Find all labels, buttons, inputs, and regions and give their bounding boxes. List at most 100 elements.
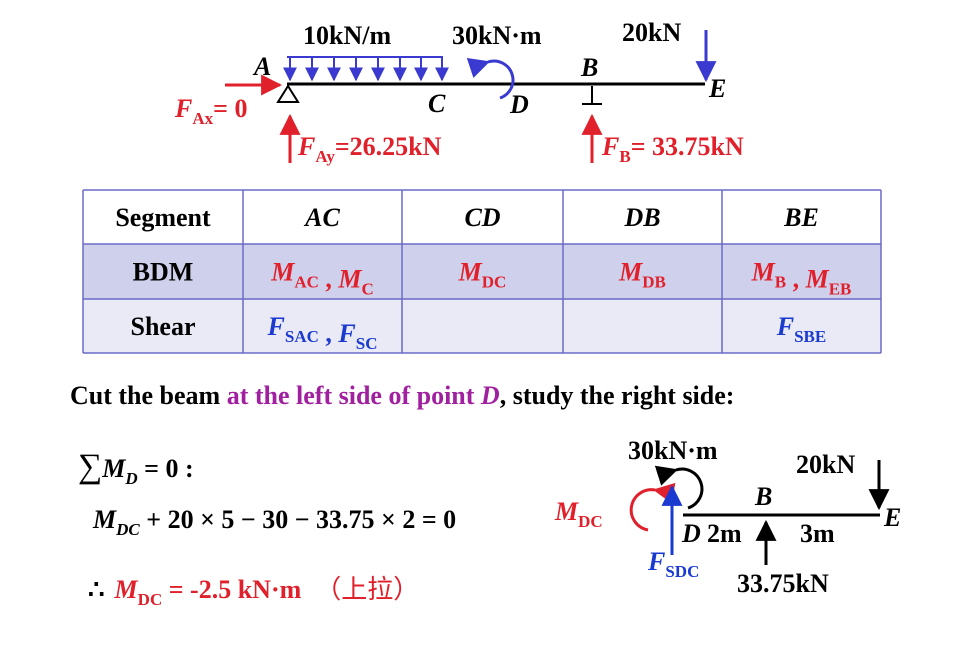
- symbol: M: [270, 258, 295, 287]
- subscript: SBE: [794, 327, 826, 346]
- moment-arc: [654, 465, 704, 510]
- therefore: ∴: [88, 575, 105, 604]
- subscript: B: [619, 147, 630, 166]
- value: = 33.75kN: [631, 132, 744, 161]
- symbol: F: [337, 319, 355, 348]
- point-label: B: [580, 53, 598, 82]
- support-b: [582, 86, 602, 105]
- distributed-load: [283, 56, 449, 82]
- shear-label: FSDC: [647, 547, 699, 581]
- moment-label: MDC: [554, 497, 603, 531]
- point-label: D: [509, 90, 529, 119]
- subscript: DC: [482, 273, 507, 292]
- subscript: EB: [829, 280, 852, 299]
- table-cell: MB , MEB: [751, 258, 852, 299]
- subscript: D: [124, 469, 137, 488]
- equation: ∴ MDC = -2.5 kN·m （上拉）: [88, 575, 419, 609]
- subscript: SDC: [665, 562, 699, 581]
- length-label: 2m: [707, 519, 742, 548]
- symbol: M: [554, 497, 579, 526]
- table-header: Segment: [115, 203, 211, 232]
- symbol: M: [458, 258, 483, 287]
- point-label: E: [708, 74, 726, 103]
- symbol: F: [647, 547, 665, 576]
- mdc-arc: [629, 482, 676, 532]
- subscript: DC: [115, 520, 140, 539]
- sigma: ∑: [78, 448, 102, 485]
- note: （上拉）: [315, 575, 419, 605]
- subscript: B: [775, 273, 786, 292]
- row-label: Shear: [131, 312, 196, 341]
- statement: Cut the beam at the left side of point D…: [70, 381, 734, 410]
- table-cell: MDC: [458, 258, 507, 292]
- table-cell: MDB: [618, 258, 666, 292]
- text: = -2.5 kN·m: [162, 575, 301, 604]
- subscript: SC: [356, 334, 378, 353]
- value: = 0: [213, 94, 247, 123]
- table-row: [83, 190, 881, 244]
- symbol: M: [92, 505, 117, 534]
- separator: ,: [319, 265, 339, 294]
- table-row: [83, 244, 881, 299]
- subscript: C: [362, 280, 374, 299]
- subscript: DC: [578, 512, 603, 531]
- separator: ,: [786, 265, 806, 294]
- text: = 0 :: [138, 454, 194, 483]
- table-row: [83, 299, 881, 353]
- text: , study the right side:: [500, 381, 735, 410]
- table-header: DB: [623, 203, 660, 232]
- load-label: 20kN: [622, 18, 681, 47]
- load-label: 30kN·m: [628, 436, 718, 465]
- reaction-label: FB= 33.75kN: [601, 132, 744, 166]
- symbol: M: [751, 258, 776, 287]
- symbol: F: [297, 132, 315, 161]
- equation: ∑MD = 0 :: [78, 448, 194, 488]
- separator: ,: [319, 319, 339, 348]
- equations: ∑MD = 0 : MDC + 20 × 5 − 30 − 33.75 × 2 …: [78, 448, 456, 609]
- right-diagram: 30kN·m 20kN B E D 2m 3m 33.75kN MDC FSDC: [554, 436, 901, 598]
- symbol: M: [101, 454, 126, 483]
- point-label: C: [428, 89, 446, 118]
- table-header: BE: [783, 203, 819, 232]
- moment-arc: [466, 57, 515, 100]
- subscript: DB: [642, 273, 666, 292]
- length-label: 3m: [800, 519, 835, 548]
- point-label: A: [252, 52, 271, 81]
- symbol: M: [114, 575, 139, 604]
- subscript: DC: [138, 590, 163, 609]
- highlight: at the left side of point: [227, 381, 481, 410]
- symbol: M: [618, 258, 643, 287]
- equation: MDC + 20 × 5 − 30 − 33.75 × 2 = 0: [92, 505, 456, 539]
- text: Cut the beam: [70, 381, 227, 410]
- symbol: F: [776, 312, 794, 341]
- symbol: M: [805, 265, 830, 294]
- table-cell: MAC , MC: [270, 258, 374, 299]
- top-diagram: 10kN/m 30kN·m 20kN A C D B E FAx= 0 FAy=…: [174, 18, 744, 166]
- symbol: F: [174, 94, 192, 123]
- table-header: AC: [303, 203, 340, 232]
- load-label: 10kN/m: [303, 21, 391, 50]
- text: + 20 × 5 − 30 − 33.75 × 2 = 0: [140, 505, 456, 534]
- point-label: B: [754, 482, 772, 511]
- subscript: Ax: [192, 109, 213, 128]
- reaction-label: FAy=26.25kN: [297, 132, 442, 166]
- row-label: BDM: [133, 258, 194, 287]
- load-label: 30kN·m: [452, 21, 542, 50]
- table-cell: FSAC , FSC: [267, 312, 378, 353]
- reaction-label: 33.75kN: [737, 569, 829, 598]
- symbol: M: [337, 265, 362, 294]
- point-label: D: [681, 519, 701, 548]
- load-label: 20kN: [796, 450, 855, 479]
- value: =26.25kN: [335, 132, 442, 161]
- table-cell: FSBE: [776, 312, 826, 346]
- symbol: F: [601, 132, 619, 161]
- subscript: AC: [294, 273, 319, 292]
- symbol: F: [267, 312, 285, 341]
- support-a: [276, 84, 300, 103]
- table-header: CD: [464, 203, 500, 232]
- subscript: SAC: [285, 327, 319, 346]
- highlight: D: [480, 381, 500, 410]
